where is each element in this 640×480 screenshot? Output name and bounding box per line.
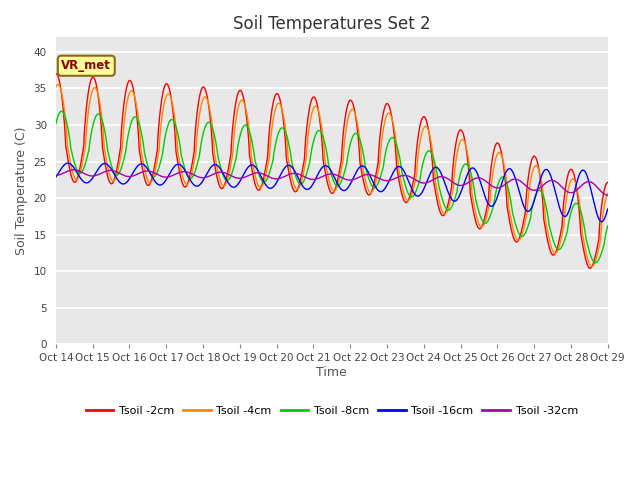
Tsoil -16cm <box>604 206 612 212</box>
Tsoil -32cm <box>264 173 271 179</box>
Tsoil -4cm <box>588 264 596 269</box>
Tsoil -32cm <box>604 192 612 198</box>
Tsoil -16cm <box>264 184 271 190</box>
Tsoil -2cm <box>586 265 594 271</box>
Tsoil -4cm <box>288 173 296 179</box>
Tsoil -32cm <box>148 169 156 175</box>
Tsoil -2cm <box>593 245 601 251</box>
Tsoil -16cm <box>288 164 296 169</box>
Tsoil -8cm <box>288 158 296 164</box>
Tsoil -8cm <box>148 173 156 179</box>
Tsoil -2cm <box>52 71 60 77</box>
Tsoil -4cm <box>604 191 612 197</box>
X-axis label: Time: Time <box>316 366 347 379</box>
Tsoil -2cm <box>534 160 541 166</box>
Tsoil -16cm <box>593 211 601 217</box>
Tsoil -32cm <box>288 171 296 177</box>
Tsoil -16cm <box>52 174 60 180</box>
Tsoil -4cm <box>148 179 156 184</box>
Line: Tsoil -16cm: Tsoil -16cm <box>56 163 608 222</box>
Tsoil -8cm <box>52 121 60 127</box>
Y-axis label: Soil Temperature (C): Soil Temperature (C) <box>15 126 28 255</box>
Tsoil -2cm <box>288 181 296 187</box>
Tsoil -8cm <box>58 108 65 114</box>
Line: Tsoil -4cm: Tsoil -4cm <box>56 84 608 266</box>
Tsoil -8cm <box>115 170 123 176</box>
Tsoil -2cm <box>148 176 156 182</box>
Tsoil -2cm <box>52 71 60 77</box>
Tsoil -32cm <box>593 184 601 190</box>
Tsoil -2cm <box>115 155 123 160</box>
Line: Tsoil -2cm: Tsoil -2cm <box>56 74 608 268</box>
Tsoil -4cm <box>54 82 61 87</box>
Tsoil -32cm <box>70 167 77 173</box>
Tsoil -4cm <box>264 163 271 169</box>
Tsoil -32cm <box>52 172 60 178</box>
Tsoil -16cm <box>64 160 72 166</box>
Tsoil -2cm <box>604 180 612 185</box>
Line: Tsoil -8cm: Tsoil -8cm <box>56 111 608 263</box>
Tsoil -16cm <box>148 173 156 179</box>
Tsoil -2cm <box>264 154 271 160</box>
Tsoil -8cm <box>264 175 271 181</box>
Tsoil -8cm <box>592 260 600 265</box>
Tsoil -32cm <box>115 170 123 176</box>
Tsoil -8cm <box>593 259 601 265</box>
Title: Soil Temperatures Set 2: Soil Temperatures Set 2 <box>233 15 431 33</box>
Tsoil -8cm <box>534 188 541 194</box>
Text: VR_met: VR_met <box>61 59 111 72</box>
Tsoil -16cm <box>115 179 123 184</box>
Tsoil -16cm <box>598 219 605 225</box>
Tsoil -32cm <box>534 187 541 192</box>
Tsoil -4cm <box>52 84 60 90</box>
Tsoil -16cm <box>534 186 541 192</box>
Line: Tsoil -32cm: Tsoil -32cm <box>56 170 608 195</box>
Tsoil -4cm <box>534 164 541 170</box>
Tsoil -4cm <box>115 163 123 169</box>
Tsoil -8cm <box>604 223 612 229</box>
Tsoil -4cm <box>593 252 601 258</box>
Legend: Tsoil -2cm, Tsoil -4cm, Tsoil -8cm, Tsoil -16cm, Tsoil -32cm: Tsoil -2cm, Tsoil -4cm, Tsoil -8cm, Tsoi… <box>81 402 582 421</box>
